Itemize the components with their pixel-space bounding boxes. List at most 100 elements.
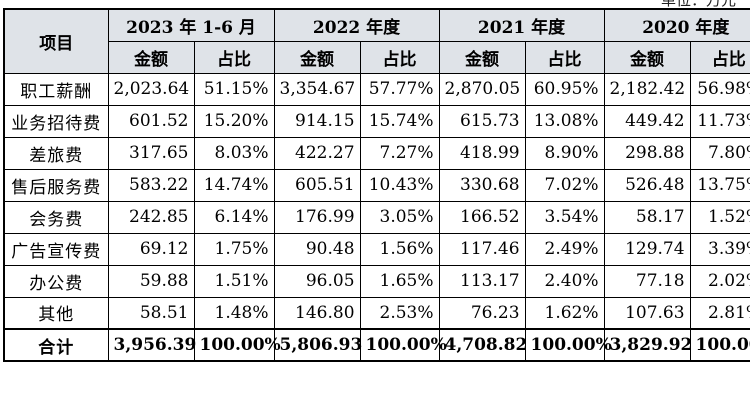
- ratio-cell: 57.77%: [359, 72, 440, 106]
- amount-cell: 605.51: [273, 168, 361, 202]
- amount-cell: 3,956.39: [107, 328, 196, 362]
- amount-cell: 615.73: [438, 104, 526, 138]
- ratio-cell: 7.80%: [689, 136, 750, 170]
- header-amount: 金额: [438, 40, 526, 74]
- amount-cell: 449.42: [603, 104, 691, 138]
- header-ratio: 占比: [689, 40, 750, 74]
- header-row-periods: 项目 2023 年 1-6 月 2022 年度 2021 年度 2020 年度: [3, 8, 750, 74]
- ratio-cell: 100.00%: [193, 328, 281, 362]
- amount-cell: 146.80: [273, 296, 361, 330]
- amount-cell: 422.27: [273, 136, 361, 170]
- item-name: 职工薪酬: [3, 72, 109, 106]
- ratio-cell: 14.74%: [193, 168, 275, 202]
- ratio-cell: 1.65%: [359, 264, 440, 298]
- item-name: 业务招待费: [3, 104, 109, 138]
- amount-cell: 129.74: [603, 232, 691, 266]
- total-row: 合计 3,956.39 100.00% 5,806.93 100.00% 4,708.82…: [3, 328, 750, 362]
- ratio-cell: 15.74%: [359, 104, 440, 138]
- amount-cell: 117.46: [438, 232, 526, 266]
- ratio-cell: 2.40%: [524, 264, 605, 298]
- ratio-cell: 3.05%: [359, 200, 440, 234]
- ratio-cell: 15.20%: [193, 104, 275, 138]
- ratio-cell: 13.08%: [524, 104, 605, 138]
- amount-cell: 113.17: [438, 264, 526, 298]
- table-row: 差旅费 317.65 8.03% 422.27 7.27% 418.99 8.90% 298.…: [3, 136, 750, 170]
- item-name: 售后服务费: [3, 168, 109, 202]
- amount-cell: 2,870.05: [438, 72, 526, 106]
- amount-cell: 330.68: [438, 168, 526, 202]
- amount-cell: 96.05: [273, 264, 361, 298]
- table-row: 其他 58.51 1.48% 146.80 2.53% 76.23 1.62% 107.63 2…: [3, 296, 750, 330]
- amount-cell: 90.48: [273, 232, 361, 266]
- ratio-cell: 1.56%: [359, 232, 440, 266]
- ratio-cell: 7.27%: [359, 136, 440, 170]
- amount-cell: 3,354.67: [273, 72, 361, 106]
- amount-cell: 418.99: [438, 136, 526, 170]
- unit-label: 单位：万元: [660, 0, 736, 9]
- table-row: 会务费 242.85 6.14% 176.99 3.05% 166.52 3.54% 58.1…: [3, 200, 750, 234]
- header-ratio: 占比: [359, 40, 440, 74]
- table-row: 职工薪酬 2,023.64 51.15% 3,354.67 57.77% 2,870.05…: [3, 72, 750, 106]
- ratio-cell: 2.02%: [689, 264, 750, 298]
- amount-cell: 166.52: [438, 200, 526, 234]
- ratio-cell: 13.75%: [689, 168, 750, 202]
- header-period: 2021 年度: [438, 8, 605, 42]
- amount-cell: 3,829.92: [603, 328, 692, 362]
- total-label: 合计: [3, 328, 109, 362]
- amount-cell: 601.52: [107, 104, 195, 138]
- ratio-cell: 100.00%: [689, 328, 750, 362]
- expense-table: 项目 2023 年 1-6 月 2022 年度 2021 年度 2020 年度 …: [3, 8, 750, 362]
- amount-cell: 242.85: [107, 200, 195, 234]
- header-period: 2020 年度: [603, 8, 750, 42]
- ratio-cell: 3.54%: [524, 200, 605, 234]
- ratio-cell: 2.53%: [359, 296, 440, 330]
- amount-cell: 298.88: [603, 136, 691, 170]
- header-period: 2022 年度: [273, 8, 440, 42]
- ratio-cell: 1.62%: [524, 296, 605, 330]
- table-row: 售后服务费 583.22 14.74% 605.51 10.43% 330.68 7.02%…: [3, 168, 750, 202]
- ratio-cell: 1.52%: [689, 200, 750, 234]
- ratio-cell: 8.03%: [193, 136, 275, 170]
- item-name: 差旅费: [3, 136, 109, 170]
- header-amount: 金额: [273, 40, 361, 74]
- ratio-cell: 60.95%: [524, 72, 605, 106]
- table-row: 办公费 59.88 1.51% 96.05 1.65% 113.17 2.40% 77.18 2…: [3, 264, 750, 298]
- ratio-cell: 100.00%: [524, 328, 612, 362]
- header-ratio: 占比: [524, 40, 605, 74]
- ratio-cell: 7.02%: [524, 168, 605, 202]
- table-body: 职工薪酬 2,023.64 51.15% 3,354.67 57.77% 2,870.05…: [3, 72, 750, 362]
- header-period: 2023 年 1-6 月: [107, 8, 275, 42]
- amount-cell: 2,023.64: [107, 72, 195, 106]
- ratio-cell: 11.73%: [689, 104, 750, 138]
- item-name: 其他: [3, 296, 109, 330]
- ratio-cell: 1.75%: [193, 232, 275, 266]
- header-row-columns: 金额 占比 金额 占比 金额 占比 金额 占比: [4, 40, 750, 74]
- header-amount: 金额: [107, 40, 195, 74]
- item-name: 办公费: [3, 264, 109, 298]
- amount-cell: 58.17: [603, 200, 691, 234]
- amount-cell: 77.18: [603, 264, 691, 298]
- table-row: 业务招待费 601.52 15.20% 914.15 15.74% 615.73 13.08…: [3, 104, 750, 138]
- amount-cell: 317.65: [107, 136, 195, 170]
- amount-cell: 107.63: [603, 296, 691, 330]
- amount-cell: 5,806.93: [273, 328, 362, 362]
- header-amount: 金额: [603, 40, 691, 74]
- amount-cell: 2,182.42: [603, 72, 691, 106]
- amount-cell: 4,708.82: [438, 328, 527, 362]
- ratio-cell: 3.39%: [689, 232, 750, 266]
- ratio-cell: 10.43%: [359, 168, 440, 202]
- amount-cell: 583.22: [107, 168, 195, 202]
- table-row: 广告宣传费 69.12 1.75% 90.48 1.56% 117.46 2.49% 129.…: [3, 232, 750, 266]
- header-ratio: 占比: [193, 40, 275, 74]
- amount-cell: 176.99: [273, 200, 361, 234]
- ratio-cell: 2.49%: [524, 232, 605, 266]
- item-name: 会务费: [3, 200, 109, 234]
- amount-cell: 59.88: [107, 264, 195, 298]
- ratio-cell: 1.48%: [193, 296, 275, 330]
- ratio-cell: 51.15%: [193, 72, 275, 106]
- ratio-cell: 2.81%: [689, 296, 750, 330]
- amount-cell: 58.51: [107, 296, 195, 330]
- amount-cell: 76.23: [438, 296, 526, 330]
- ratio-cell: 6.14%: [193, 200, 275, 234]
- amount-cell: 526.48: [603, 168, 691, 202]
